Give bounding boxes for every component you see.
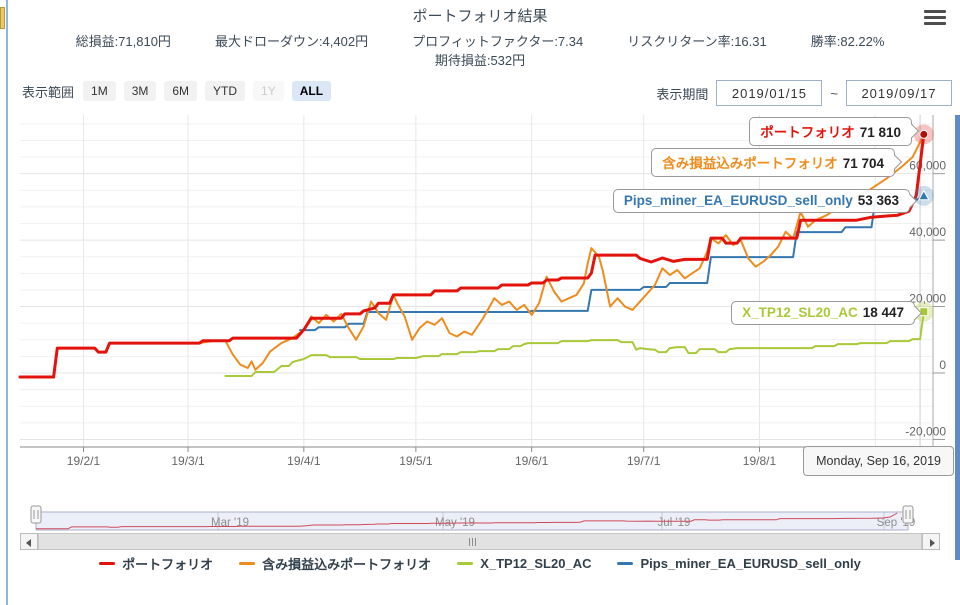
range-buttons: 1M 3M 6M YTD 1Y ALL (83, 81, 339, 101)
range-button-1y: 1Y (253, 81, 284, 101)
scrollbar-grip-icon[interactable] (469, 538, 476, 546)
marker-halo (913, 185, 934, 206)
stats-row-2: 期待損益:532円 (0, 50, 960, 69)
legend-dash-icon (457, 562, 474, 565)
stat-item: 総損益:71,810円 (75, 34, 171, 49)
period-separator: ~ (830, 85, 838, 101)
left-edge-line (6, 0, 8, 605)
y-axis-label: 20,000 (909, 292, 946, 306)
legend-dash-icon (239, 562, 256, 565)
range-label: 表示範囲 (22, 84, 75, 100)
x-axis-label: 19/3/1 (171, 454, 205, 468)
series-marker-triangle (917, 189, 930, 201)
arrow-right-icon (930, 539, 935, 547)
stat-item: 勝率:82.22% (810, 34, 885, 49)
marker-halo (913, 124, 934, 145)
navigator-handle-right[interactable] (902, 505, 914, 524)
y-axis-label: 0 (939, 358, 946, 372)
x-axis-label: 19/8/1 (743, 454, 777, 468)
menu-icon[interactable] (924, 10, 946, 26)
series-label-unrealized-portfolio: 含み損益込みポートフォリオ 71 704 (651, 148, 895, 177)
navigator-area[interactable] (35, 511, 909, 531)
range-button-ytd[interactable]: YTD (205, 81, 246, 101)
x-axis-label: 19/4/1 (287, 454, 321, 468)
series-marker-circle (919, 129, 929, 139)
edge-artifact (0, 7, 5, 29)
legend-dash-icon (617, 562, 634, 565)
range-button-1m[interactable]: 1M (83, 81, 116, 101)
legend-item[interactable]: ポートフォリオ (99, 554, 213, 573)
x-axis-label: 19/7/1 (627, 454, 661, 468)
range-button-6m[interactable]: 6M (164, 81, 198, 101)
x-axis-label: 19/6/1 (515, 454, 549, 468)
legend-item-label: X_TP12_SL20_AC (480, 556, 592, 571)
legend-dash-icon (99, 562, 116, 565)
right-scrollbar-strip[interactable] (955, 115, 960, 560)
series-label-pips-miner: Pips_miner_EA_EURUSD_sell_only 53 363 (612, 189, 910, 213)
legend-item-label: 含み損益込みポートフォリオ (262, 557, 432, 572)
toolbar: 表示範囲 1M 3M 6M YTD 1Y ALL 表示期間 ~ (0, 80, 960, 106)
x-axis-label: 19/5/1 (399, 454, 433, 468)
stat-item: 最大ドローダウン:4,402円 (214, 34, 369, 49)
arrow-left-icon (26, 539, 31, 547)
stat-item: 期待損益:532円 (434, 53, 526, 68)
legend-item[interactable]: X_TP12_SL20_AC (457, 554, 591, 573)
range-button-all[interactable]: ALL (291, 81, 332, 101)
range-button-3m[interactable]: 3M (123, 81, 157, 101)
chart-tooltip: Monday, Sep 16, 2019 (803, 446, 954, 476)
series-label-x-tp12: X_TP12_SL20_AC 18 447 (731, 301, 915, 325)
x-axis-label: 19/2/1 (67, 454, 101, 468)
y-axis-label: 40,000 (909, 225, 946, 239)
stat-item: プロフィットファクター:7.34 (412, 34, 584, 49)
period-label: 表示期間 (656, 86, 709, 102)
page-title: ポートフォリオ結果 (412, 8, 548, 25)
y-axis-label: 60,000 (909, 159, 946, 173)
stat-item: リスクリターン率:16.31 (627, 34, 767, 49)
navigator-handle-left[interactable] (30, 505, 42, 524)
legend-item-label: ポートフォリオ (122, 557, 214, 572)
series-label-portfolio: ポートフォリオ 71 810 (749, 117, 912, 146)
period-to-input[interactable] (846, 80, 952, 106)
chart-legend: ポートフォリオ 含み損益込みポートフォリオ X_TP12_SL20_AC Pips_m… (0, 554, 960, 573)
scrollbar-right-button[interactable] (922, 533, 940, 550)
scrollbar-thumb[interactable] (38, 533, 922, 550)
scrollbar-left-button[interactable] (20, 533, 38, 550)
legend-item[interactable]: 含み損益込みポートフォリオ (239, 554, 431, 573)
stats-row: 総損益:71,810円 最大ドローダウン:4,402円 プロフィットファクター:7.… (0, 31, 960, 50)
period-from-input[interactable] (716, 80, 823, 106)
y-axis-label: -20,000 (905, 424, 946, 438)
legend-item-label: Pips_miner_EA_EURUSD_sell_only (640, 556, 861, 571)
legend-item[interactable]: Pips_miner_EA_EURUSD_sell_only (617, 554, 861, 573)
